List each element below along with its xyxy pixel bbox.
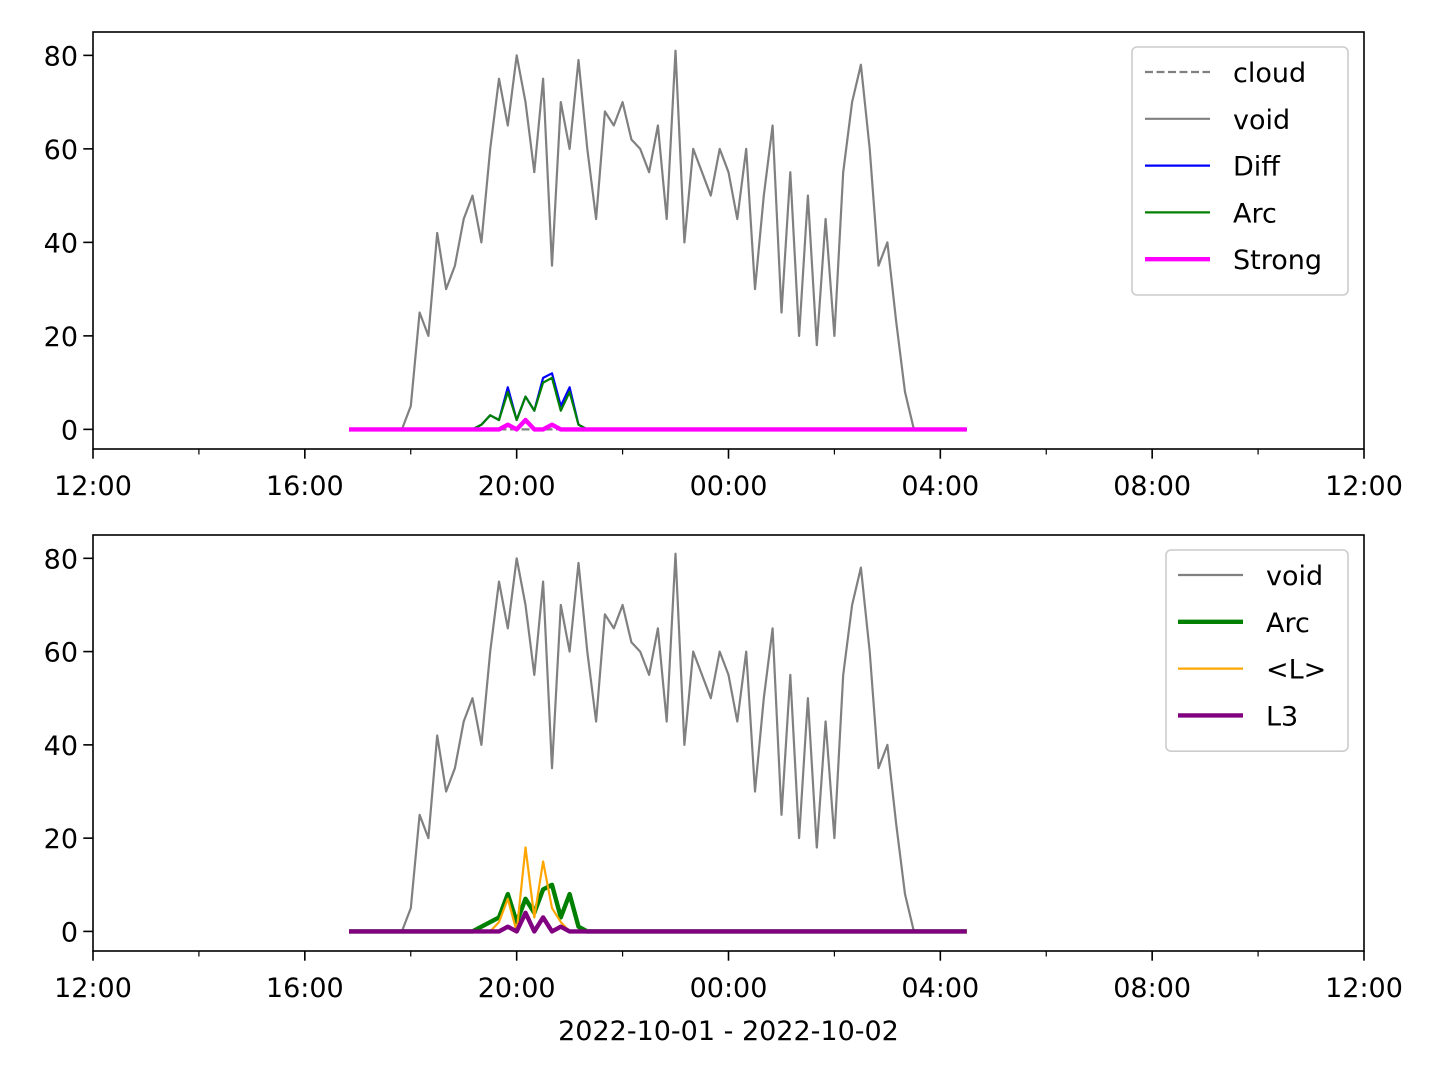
y-tick-label: 40 — [44, 731, 78, 762]
y-tick-label: 80 — [44, 41, 78, 72]
series-line — [349, 552, 967, 933]
legend-label: Strong — [1233, 245, 1322, 276]
x-tick-label: 08:00 — [1113, 973, 1191, 1004]
legend-box — [1131, 46, 1349, 296]
y-tick-label: 20 — [44, 322, 78, 353]
x-tick-label: 00:00 — [690, 471, 768, 502]
series-line — [349, 910, 967, 934]
legend-label: Arc — [1266, 608, 1310, 639]
x-tick-label: 04:00 — [901, 471, 979, 502]
series-line — [349, 417, 967, 432]
legend-label: void — [1266, 561, 1323, 592]
x-tick-label: 20:00 — [478, 973, 556, 1004]
legend-label: void — [1233, 105, 1290, 136]
x-tick-label: 16:00 — [266, 973, 344, 1004]
x-tick-label: 12:00 — [54, 471, 132, 502]
y-tick-label: 60 — [44, 135, 78, 166]
legend-label: Arc — [1233, 198, 1277, 229]
y-tick-label: 40 — [44, 228, 78, 259]
legend-label: Diff — [1233, 152, 1281, 183]
y-tick-label: 60 — [44, 638, 78, 669]
x-tick-label: 00:00 — [690, 973, 768, 1004]
x-tick-label: 04:00 — [901, 973, 979, 1004]
y-tick-label: 0 — [61, 415, 78, 446]
legend-box — [1165, 549, 1349, 752]
x-tick-label: 12:00 — [1325, 471, 1403, 502]
x-tick-label: 08:00 — [1113, 471, 1191, 502]
legend-label: L3 — [1266, 701, 1298, 732]
x-tick-label: 16:00 — [266, 471, 344, 502]
legend-label: cloud — [1233, 58, 1306, 89]
y-tick-label: 80 — [44, 544, 78, 575]
y-tick-label: 0 — [61, 917, 78, 948]
y-tick-label: 20 — [44, 824, 78, 855]
legend-label: <L> — [1266, 655, 1326, 686]
x-tick-label: 12:00 — [54, 973, 132, 1004]
x-tick-label: 20:00 — [478, 471, 556, 502]
x-axis-label: 2022-10-01 - 2022-10-02 — [558, 1016, 899, 1047]
series-line — [349, 49, 967, 431]
x-tick-label: 12:00 — [1325, 973, 1403, 1004]
